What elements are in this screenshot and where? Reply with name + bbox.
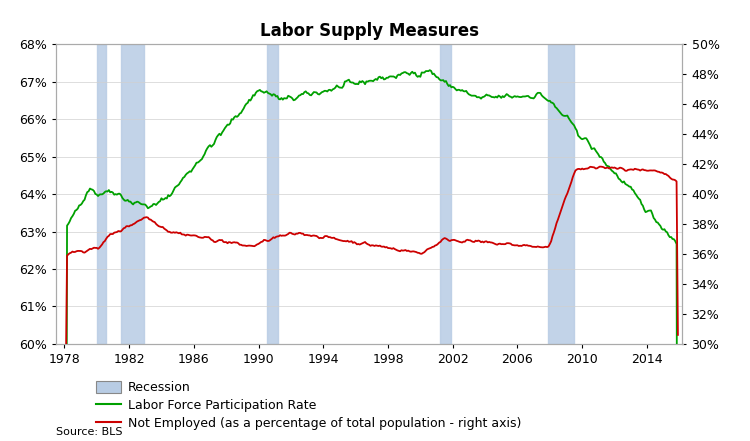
- Text: Source: BLS: Source: BLS: [56, 426, 123, 437]
- Bar: [440, 44, 451, 344]
- Bar: [97, 44, 106, 344]
- Bar: [121, 44, 144, 344]
- Legend: Recession, Labor Force Participation Rate, Not Employed (as a percentage of tota: Recession, Labor Force Participation Rat…: [96, 381, 520, 430]
- Bar: [548, 44, 574, 344]
- Bar: [266, 44, 278, 344]
- Title: Labor Supply Measures: Labor Supply Measures: [260, 22, 478, 40]
